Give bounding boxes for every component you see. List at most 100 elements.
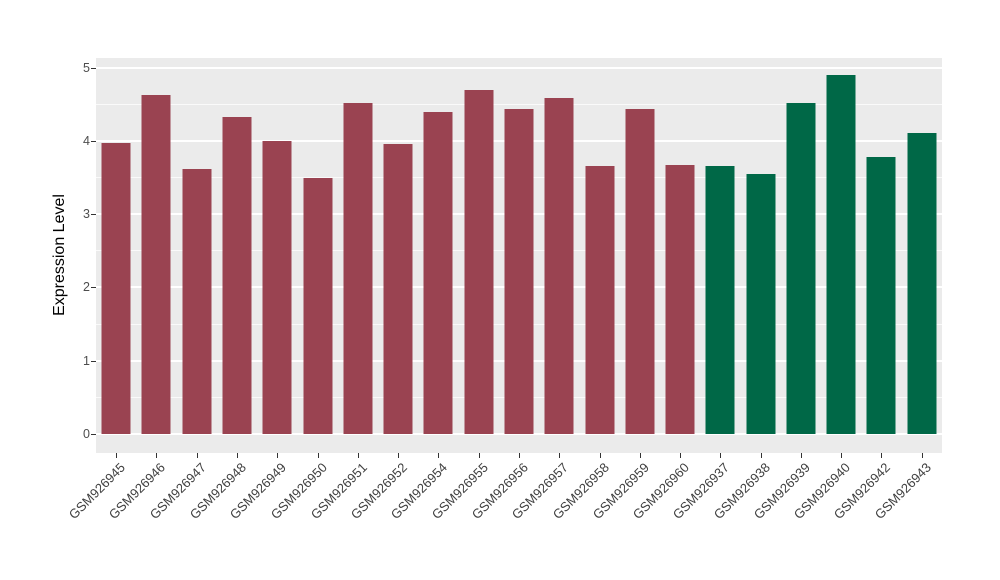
bar-slot — [96, 58, 136, 453]
x-tick-mark — [760, 453, 762, 458]
bar-slot — [217, 58, 257, 453]
bar-slot — [459, 58, 499, 453]
bar-GSM926951 — [343, 103, 373, 434]
bar-slot — [700, 58, 740, 453]
x-tick-mark — [881, 453, 883, 458]
bar-GSM926943 — [907, 132, 937, 434]
bars-row — [96, 58, 942, 453]
bar-GSM926939 — [786, 102, 816, 434]
x-axis-slot: GSM926946 — [106, 453, 176, 573]
x-tick-mark — [841, 453, 843, 458]
y-tick-mark — [91, 360, 96, 362]
x-axis-slot: GSM926943 — [872, 453, 942, 573]
x-axis-slot: GSM926939 — [751, 453, 821, 573]
y-tick-label: 0 — [83, 426, 90, 441]
x-tick-mark — [116, 453, 118, 458]
bar-slot — [781, 58, 821, 453]
y-tick-label: 2 — [83, 280, 90, 295]
x-axis-slot: GSM926949 — [227, 453, 297, 573]
y-tick-mark — [91, 68, 96, 70]
bar-GSM926956 — [504, 109, 534, 434]
y-axis-title: Expression Level — [51, 194, 68, 316]
bar-GSM926945 — [101, 142, 131, 434]
bar-GSM926959 — [625, 109, 655, 434]
bar-slot — [539, 58, 579, 453]
x-tick-mark — [196, 453, 198, 458]
x-axis-slot: GSM926940 — [791, 453, 861, 573]
x-axis-slot: GSM926955 — [428, 453, 499, 573]
bar-slot — [902, 58, 942, 453]
x-axis-slot: GSM926950 — [267, 453, 337, 573]
y-tick-mark — [91, 287, 96, 289]
x-tick-mark — [720, 453, 722, 458]
x-tick-mark — [156, 453, 158, 458]
x-tick-mark — [921, 453, 923, 458]
x-axis-slot: GSM926954 — [388, 453, 458, 573]
x-axis-slot: GSM926948 — [187, 453, 257, 573]
bar-GSM926949 — [262, 141, 292, 434]
bar-GSM926940 — [826, 74, 856, 434]
gridline-minor — [96, 104, 942, 106]
x-axis: GSM926945 GSM926946 GSM926947 GSM926948 GSM9… — [66, 453, 942, 573]
bar-GSM926955 — [464, 90, 494, 434]
bar-GSM926948 — [222, 116, 252, 434]
bar-slot — [579, 58, 619, 453]
x-tick-mark — [236, 453, 238, 458]
bar-slot — [378, 58, 418, 453]
x-axis-slot: GSM926960 — [630, 453, 700, 573]
x-tick-mark — [357, 453, 359, 458]
bar-slot — [257, 58, 297, 453]
bar-GSM926958 — [585, 166, 615, 434]
y-tick-label: 5 — [83, 61, 90, 76]
x-axis-slot: GSM926956 — [469, 453, 539, 573]
x-tick-mark — [438, 453, 440, 458]
x-tick-mark — [559, 453, 561, 458]
x-axis-slot: GSM926952 — [348, 453, 418, 573]
bar-slot — [620, 58, 660, 453]
x-tick-mark — [398, 453, 400, 458]
bar-slot — [821, 58, 861, 453]
bar-slot — [741, 58, 781, 453]
x-tick-mark — [317, 453, 319, 458]
x-tick-mark — [639, 453, 641, 458]
x-axis-slot: GSM926951 — [308, 453, 378, 573]
bar-GSM926952 — [383, 143, 413, 434]
bar-slot — [338, 58, 378, 453]
x-tick-mark — [680, 453, 682, 458]
bar-GSM926946 — [141, 95, 171, 434]
y-tick-label: 1 — [83, 353, 90, 368]
x-tick-mark — [599, 453, 601, 458]
x-axis-slot: GSM926938 — [710, 453, 781, 573]
x-axis-slot: GSM926945 — [66, 453, 136, 573]
bar-GSM926957 — [544, 98, 574, 434]
bar-slot — [861, 58, 901, 453]
x-tick-mark — [800, 453, 802, 458]
bar-GSM926950 — [303, 178, 333, 434]
bar-slot — [499, 58, 539, 453]
bar-slot — [418, 58, 458, 453]
x-tick-mark — [277, 453, 279, 458]
x-tick-mark — [518, 453, 520, 458]
x-axis-slot: GSM926958 — [549, 453, 619, 573]
bar-slot — [660, 58, 700, 453]
bar-GSM926942 — [866, 156, 896, 434]
gridline-major — [96, 67, 942, 70]
bar-GSM926954 — [423, 112, 453, 434]
y-tick-mark — [91, 141, 96, 143]
bar-slot — [136, 58, 176, 453]
x-axis-slot: GSM926959 — [590, 453, 660, 573]
bar-slot — [297, 58, 337, 453]
bar-GSM926938 — [746, 173, 776, 434]
x-tick-mark — [478, 453, 480, 458]
y-tick-label: 3 — [83, 207, 90, 222]
bar-GSM926960 — [665, 164, 695, 434]
plot-panel — [96, 58, 942, 453]
x-axis-slot: GSM926937 — [670, 453, 740, 573]
x-axis-slot: GSM926947 — [146, 453, 217, 573]
bar-slot — [177, 58, 217, 453]
x-axis-slot: GSM926942 — [831, 453, 901, 573]
y-tick-mark — [91, 214, 96, 216]
y-tick-mark — [91, 433, 96, 435]
x-axis-slot: GSM926957 — [509, 453, 579, 573]
